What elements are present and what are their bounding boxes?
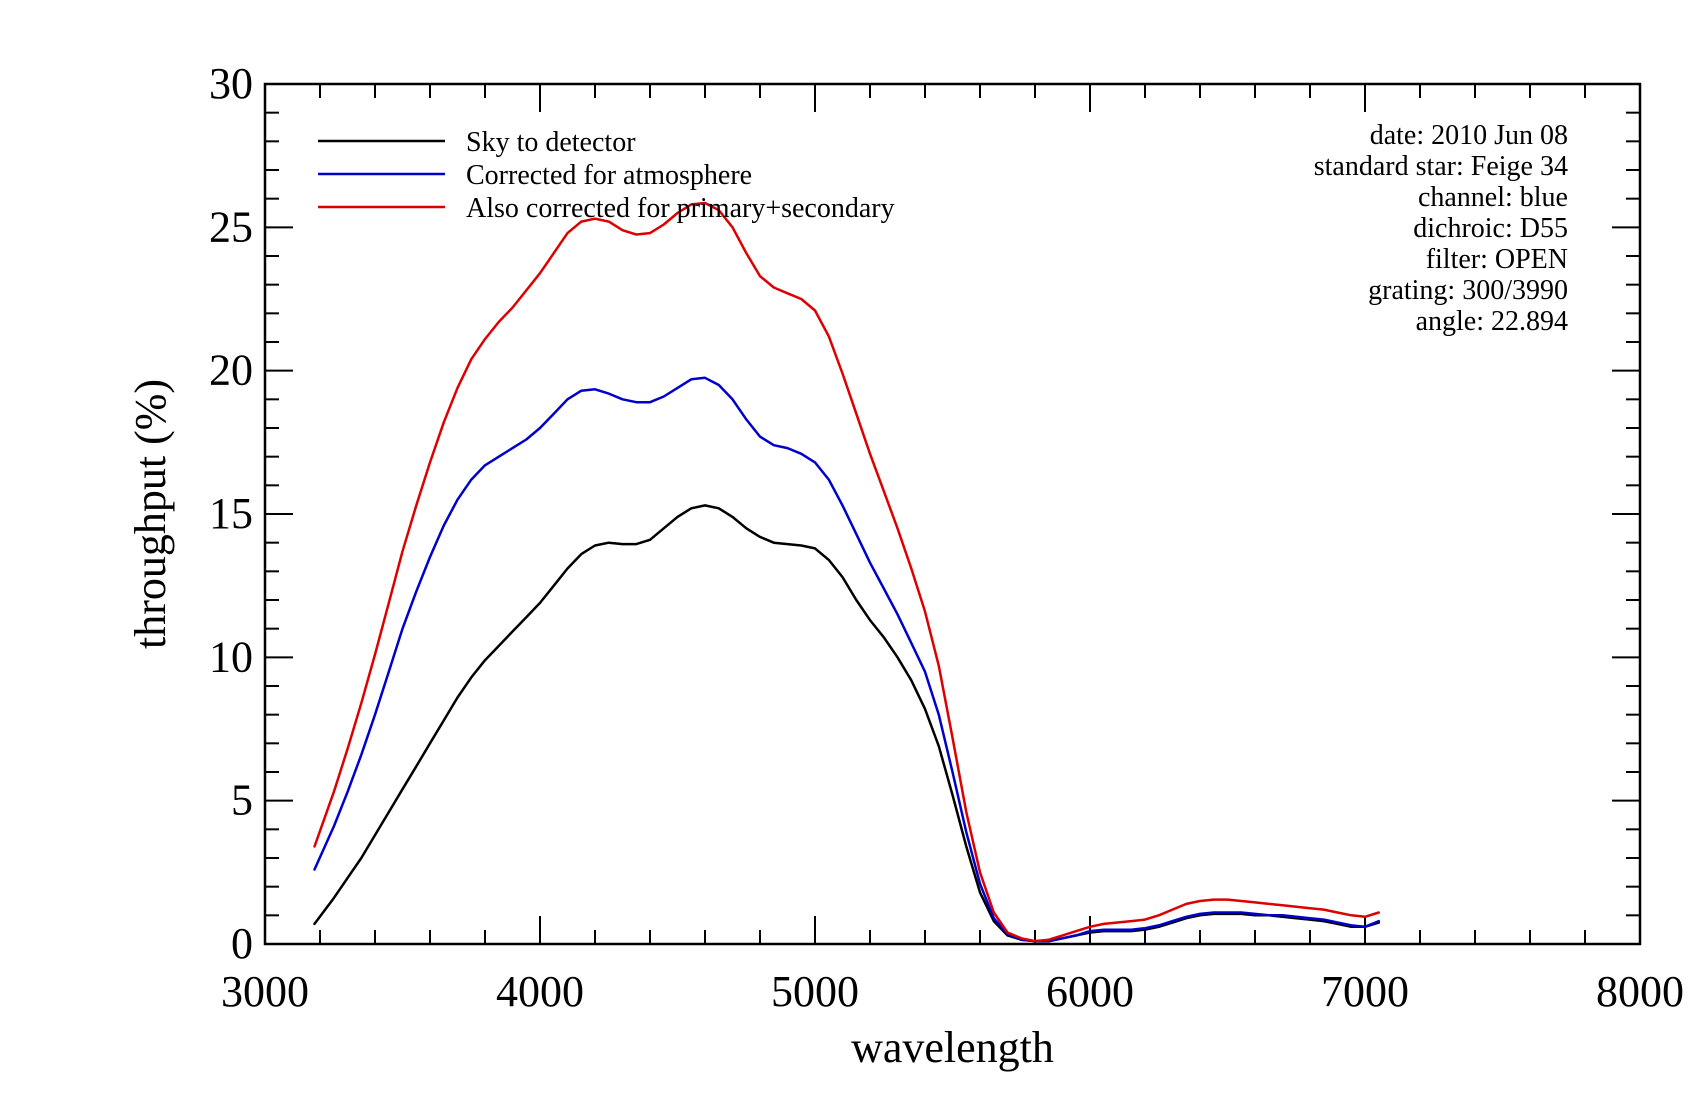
y-axis-label: throughput (%): [126, 379, 175, 649]
x-axis-label: wavelength: [851, 1023, 1054, 1072]
legend-label: Sky to detector: [466, 127, 636, 158]
info-line: angle: 22.894: [1416, 306, 1568, 337]
x-tick-label: 7000: [1321, 967, 1409, 1016]
axis-ticks: [264, 83, 1641, 945]
x-tick-label: 8000: [1596, 967, 1684, 1016]
y-tick-label: 25: [209, 202, 253, 251]
info-line: grating: 300/3990: [1368, 275, 1568, 306]
info-line: standard star: Feige 34: [1314, 151, 1568, 182]
series-line-1: [313, 504, 1381, 943]
info-line: channel: blue: [1418, 182, 1568, 213]
series-line-2: [313, 376, 1381, 943]
x-tick-label: 6000: [1046, 967, 1134, 1016]
legend-label: Also corrected for primary+secondary: [466, 193, 895, 224]
x-tick-label: 3000: [221, 967, 309, 1016]
legend-label: Corrected for atmosphere: [466, 160, 752, 191]
y-tick-label: 5: [231, 776, 253, 825]
y-tick-label: 30: [209, 59, 253, 108]
series-line-3: [313, 201, 1381, 943]
y-tick-label: 10: [209, 632, 253, 681]
y-tick-label: 15: [209, 489, 253, 538]
x-tick-label: 4000: [496, 967, 584, 1016]
y-tick-label: 0: [231, 919, 253, 968]
plot-frame: [263, 82, 1642, 946]
info-line: dichroic: D55: [1413, 213, 1568, 244]
info-line: date: 2010 Jun 08: [1370, 120, 1568, 151]
series-lines: [313, 201, 1381, 943]
axis-tick-labels: 3000 4000 5000 6000 7000 8000 0 5 10 15 20 25 30: [209, 59, 1684, 1016]
info-line: filter: OPEN: [1426, 244, 1568, 275]
x-tick-label: 5000: [771, 967, 859, 1016]
y-tick-label: 20: [209, 346, 253, 395]
